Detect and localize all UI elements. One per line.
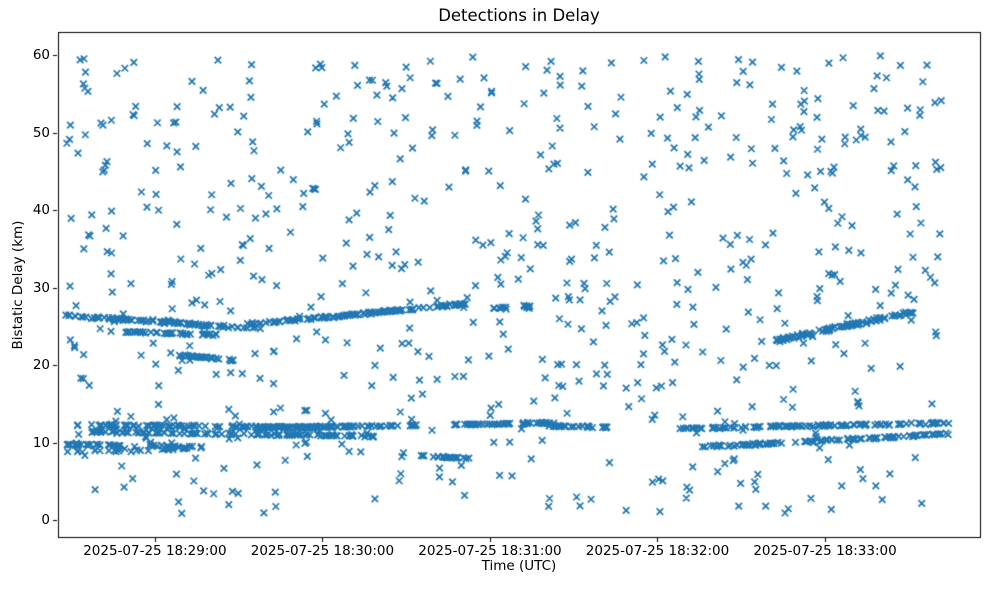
- chart-title: Detections in Delay: [438, 6, 600, 25]
- y-tick-label: 20: [32, 357, 50, 374]
- y-tick-label: 0: [41, 511, 50, 528]
- x-tick-label: 2025-07-25 18:31:00: [418, 543, 562, 559]
- y-tick-label: 40: [32, 202, 50, 219]
- x-axis-label: Time (UTC): [481, 558, 557, 574]
- y-tick-label: 30: [32, 279, 50, 296]
- x-tick-label: 2025-07-25 18:30:00: [250, 543, 395, 559]
- x-tick-label: 2025-07-25 18:33:00: [753, 543, 897, 559]
- y-tick-label: 10: [32, 434, 50, 451]
- y-tick-label: 50: [32, 124, 50, 141]
- x-tick-label: 2025-07-25 18:32:00: [585, 543, 730, 559]
- y-tick-label: 60: [32, 47, 50, 64]
- x-tick-label: 2025-07-25 18:29:00: [83, 543, 227, 559]
